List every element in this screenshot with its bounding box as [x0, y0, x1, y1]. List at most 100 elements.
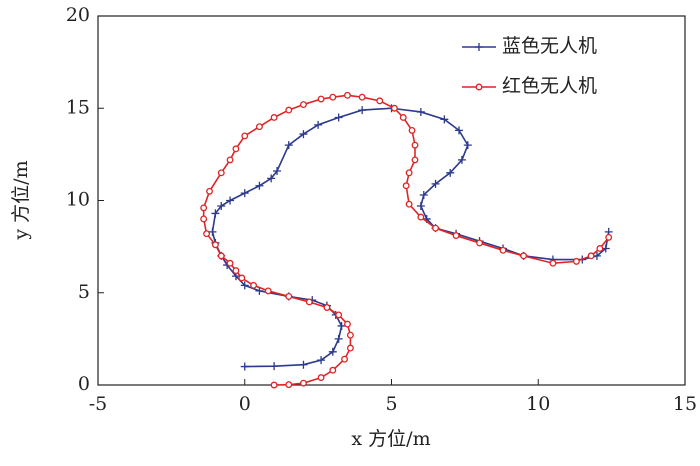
marker: [217, 252, 225, 260]
marker: [402, 182, 410, 190]
legend-label: 红色无人机: [502, 75, 597, 97]
marker: [208, 227, 217, 236]
marker: [405, 200, 413, 208]
marker: [211, 241, 219, 249]
marker: [417, 213, 425, 221]
marker: [305, 298, 313, 306]
marker: [341, 355, 348, 363]
marker: [323, 304, 331, 311]
y-tick-label: 0: [78, 373, 90, 395]
marker: [408, 126, 416, 134]
marker: [273, 166, 282, 175]
marker: [399, 114, 407, 121]
marker: [376, 97, 384, 105]
legend-marker: [475, 43, 483, 51]
marker: [232, 145, 240, 153]
plot-frame: [97, 15, 686, 386]
marker: [520, 252, 528, 260]
marker: [285, 381, 293, 389]
marker: [240, 362, 249, 371]
marker: [300, 379, 307, 387]
marker: [455, 126, 464, 135]
marker: [238, 274, 246, 282]
x-tick-label: 5: [385, 393, 397, 415]
marker: [411, 156, 419, 164]
marker: [358, 93, 366, 101]
marker: [285, 106, 293, 114]
marker: [314, 120, 323, 129]
marker: [203, 230, 211, 238]
marker: [270, 381, 278, 389]
marker: [200, 215, 208, 223]
marker: [596, 245, 604, 252]
legend-label: 蓝色无人机: [502, 35, 597, 57]
marker: [240, 281, 249, 290]
marker: [587, 252, 595, 260]
marker: [337, 321, 346, 330]
x-tick-label: 0: [239, 393, 251, 415]
marker: [299, 360, 308, 369]
marker: [241, 132, 249, 140]
x-tick-label: 10: [526, 393, 550, 415]
marker: [440, 115, 449, 124]
marker: [317, 356, 326, 365]
marker: [405, 169, 413, 177]
marker: [328, 347, 337, 356]
marker: [334, 334, 343, 343]
marker: [217, 169, 225, 177]
marker: [390, 104, 398, 112]
marker: [344, 91, 351, 99]
marker: [329, 366, 337, 374]
marker: [299, 130, 308, 139]
series-line: [211, 107, 610, 368]
marker: [457, 155, 466, 164]
marker: [499, 246, 507, 254]
marker: [206, 187, 213, 195]
marker: [411, 141, 419, 149]
marker: [335, 311, 343, 319]
marker: [226, 156, 234, 164]
marker: [419, 190, 428, 199]
marker: [432, 224, 439, 232]
y-tick-label: 5: [78, 281, 90, 303]
marker: [476, 239, 483, 247]
marker: [416, 202, 425, 211]
marker: [463, 141, 472, 150]
marker: [285, 292, 293, 300]
y-tick-label: 20: [66, 4, 90, 26]
marker: [264, 287, 272, 295]
marker: [255, 123, 263, 131]
marker: [317, 374, 325, 382]
marker: [346, 344, 354, 352]
marker: [255, 181, 264, 190]
y-tick-label: 15: [66, 96, 90, 118]
marker: [211, 209, 220, 218]
x-tick-label: -5: [89, 393, 108, 415]
x-axis-label: x 方位/m: [351, 428, 430, 450]
marker: [270, 362, 279, 371]
marker: [300, 101, 307, 109]
series-line: [202, 94, 610, 386]
marker: [250, 281, 258, 289]
marker: [346, 331, 354, 339]
marker: [317, 95, 325, 103]
marker: [240, 189, 249, 198]
marker: [267, 174, 276, 183]
marker: [452, 232, 460, 240]
marker: [358, 106, 367, 115]
marker: [284, 141, 293, 150]
marker: [334, 113, 343, 122]
marker: [549, 259, 557, 267]
marker: [200, 204, 208, 212]
marker: [329, 93, 337, 101]
marker: [344, 320, 351, 328]
marker: [416, 107, 425, 116]
marker: [431, 179, 440, 188]
marker: [605, 233, 613, 241]
x-tick-label: 15: [673, 393, 697, 415]
marker: [232, 267, 240, 275]
marker: [446, 168, 455, 177]
legend-marker: [475, 83, 483, 91]
marker: [226, 196, 235, 205]
